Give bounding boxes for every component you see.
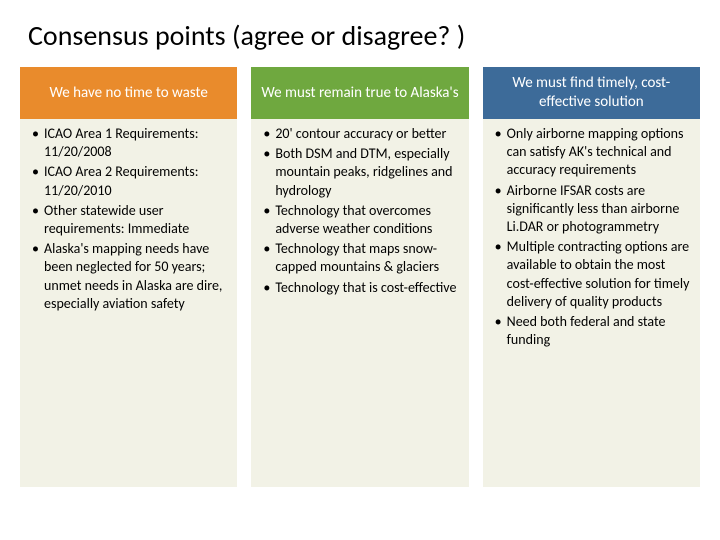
list-item: ICAO Area 2 Requirements: 11/20/2010 (32, 163, 227, 199)
list-item: Both DSM and DTM, especially mountain pe… (263, 145, 458, 200)
column-2-list: 20' contour accuracy or better Both DSM … (261, 125, 458, 297)
column-3-list: Only airborne mapping options can satisf… (493, 125, 690, 349)
list-item: Alaska's mapping needs have been neglect… (32, 240, 227, 313)
column-2-body: 20' contour accuracy or better Both DSM … (251, 107, 468, 487)
column-1-list: ICAO Area 1 Requirements: 11/20/2008 ICA… (30, 125, 227, 313)
list-item: Other statewide user requirements: Immed… (32, 202, 227, 238)
column-1-header: We have no time to waste (20, 67, 237, 119)
list-item: Technology that is cost-effective (263, 279, 458, 297)
list-item: ICAO Area 1 Requirements: 11/20/2008 (32, 125, 227, 161)
columns-container: We have no time to waste ICAO Area 1 Req… (0, 67, 720, 487)
list-item: Need both federal and state funding (495, 313, 690, 349)
column-2: We must remain true to Alaska's 20' cont… (251, 67, 468, 487)
column-3: We must find timely, cost-effective solu… (483, 67, 700, 487)
column-1: We have no time to waste ICAO Area 1 Req… (20, 67, 237, 487)
column-3-header: We must find timely, cost-effective solu… (483, 67, 700, 119)
list-item: Airborne IFSAR costs are significantly l… (495, 182, 690, 237)
list-item: Technology that maps snow-capped mountai… (263, 240, 458, 276)
column-2-header: We must remain true to Alaska's (251, 67, 468, 119)
list-item: Technology that overcomes adverse weathe… (263, 202, 458, 238)
list-item: 20' contour accuracy or better (263, 125, 458, 143)
column-3-body: Only airborne mapping options can satisf… (483, 107, 700, 487)
column-1-body: ICAO Area 1 Requirements: 11/20/2008 ICA… (20, 107, 237, 487)
list-item: Only airborne mapping options can satisf… (495, 125, 690, 180)
list-item: Multiple contracting options are availab… (495, 238, 690, 311)
slide-title: Consensus points (agree or disagree? ) (0, 0, 720, 67)
